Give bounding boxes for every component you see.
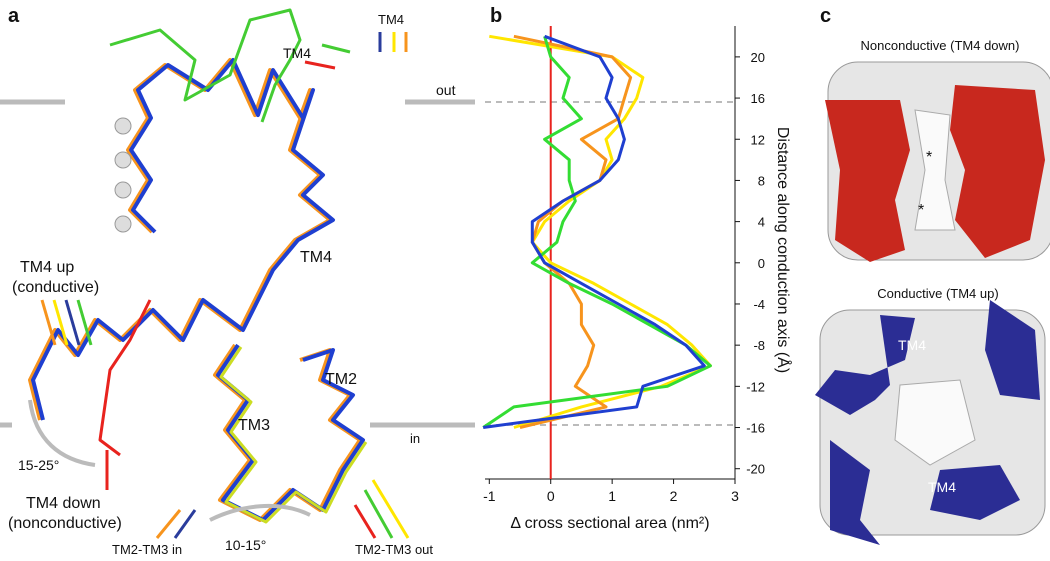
annotation: TM4 (898, 337, 926, 353)
membrane-markers (0, 99, 475, 428)
protein-ribbons (28, 8, 368, 524)
annotation: TM2-TM3 out (355, 542, 433, 557)
annotation: TM4 (300, 249, 332, 266)
annotation: Nonconductive (TM4 down) (861, 38, 1020, 53)
x-tick-label: 1 (608, 488, 616, 504)
y-tick-label: 4 (758, 215, 765, 230)
annotation: TM4 (378, 12, 404, 27)
y-tick-label: 8 (758, 173, 765, 188)
panel-label: b (490, 5, 502, 27)
annotation: Conductive (TM4 up) (877, 286, 998, 301)
annotation: out (436, 82, 456, 98)
annotation: TM2-TM3 in (112, 542, 182, 557)
panel-label: c (820, 5, 831, 27)
annotation: 10-15° (225, 537, 266, 553)
y-tick-label: 20 (751, 50, 765, 65)
x-tick-label: 3 (731, 488, 739, 504)
annotation: TM4 (283, 45, 311, 61)
annotation: * (926, 149, 932, 166)
annotation: TM4 (928, 479, 956, 495)
x-tick-label: -1 (483, 488, 496, 504)
y-tick-label: -4 (753, 297, 765, 312)
annotation: TM4 down (26, 495, 101, 512)
series-line (482, 35, 712, 429)
y-axis-label: Distance along conduction axis (Å) (774, 127, 793, 373)
annotation: (nonconductive) (8, 515, 122, 532)
y-tick-label: -8 (753, 338, 765, 353)
pore-surface-top (825, 61, 1050, 262)
annotation: TM2 (325, 371, 357, 388)
pore-surface-bottom (815, 300, 1046, 545)
series-line (489, 34, 712, 429)
x-tick-label: 0 (547, 488, 555, 504)
x-tick-label: 2 (670, 488, 678, 504)
series-line (483, 34, 706, 429)
y-tick-label: 0 (758, 256, 765, 271)
y-tick-label: 16 (751, 91, 765, 106)
chart: b Δ cross sectional area (nm²) Distance … (482, 5, 793, 532)
arrows (28, 32, 410, 539)
y-tick-label: 12 (751, 132, 765, 147)
series-line (513, 34, 633, 429)
x-axis-label: Δ cross sectional area (nm²) (510, 515, 709, 532)
annotation: TM4 up (20, 259, 74, 276)
panel-label: a (8, 5, 20, 27)
ion-spheres (114, 117, 132, 233)
annotation: 15-25° (18, 457, 59, 473)
annotation: in (410, 431, 420, 446)
annotation: (conductive) (12, 279, 99, 296)
y-tick-label: -12 (746, 379, 765, 394)
annotation: TM3 (238, 417, 270, 434)
y-tick-label: -16 (746, 421, 765, 436)
y-tick-label: -20 (746, 462, 765, 477)
annotation: * (918, 202, 924, 219)
